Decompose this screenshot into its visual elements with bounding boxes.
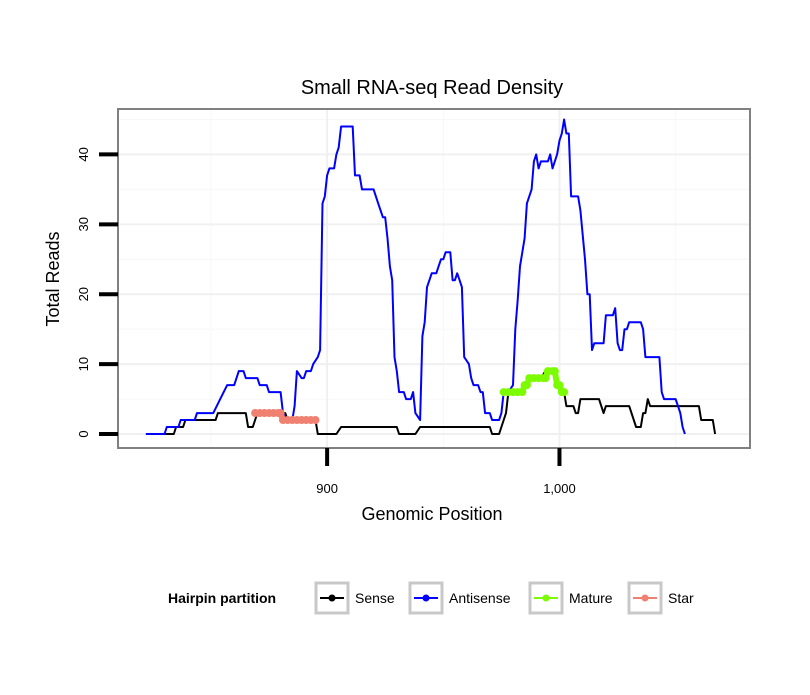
y-tick-label: 10 [76,357,91,371]
series-point-mature [550,367,559,376]
legend-key-point [328,594,336,602]
series-point-mature [560,388,569,397]
series-point-mature [522,381,531,390]
series-point-star [311,416,320,425]
y-tick-label: 20 [76,287,91,301]
legend-entry-label: Sense [355,590,395,606]
series-point-star [276,409,285,418]
plot-border [117,108,751,449]
x-tick-label: 1,000 [543,481,576,496]
legend-entry-label: Antisense [449,590,511,606]
legend: Hairpin partition Sense Antisense Mature St… [168,581,694,615]
y-axis-label: Total Reads [43,231,63,326]
legend-key-point [422,594,430,602]
y-tick-label: 30 [76,217,91,231]
grid-lines [118,109,750,448]
series-point-mature [518,388,527,397]
legend-entry-label: Mature [569,590,613,606]
plot-panel [118,109,750,448]
legend-title: Hairpin partition [168,590,276,606]
series-point-mature [555,381,564,390]
series-point-mature [541,374,550,383]
legend-key-point [542,594,550,602]
x-tick-label: 900 [316,481,338,496]
series-lines [145,118,717,435]
axes: 0 10 20 30 40 900 1,000 [76,147,576,496]
y-tick-label: 40 [76,147,91,161]
legend-key-point [641,594,649,602]
series-line-antisense [145,118,686,435]
y-tick-label: 0 [76,430,91,437]
legend-entry-label: Star [668,590,694,606]
series-line-sense [145,370,717,435]
chart-title: Small RNA-seq Read Density [301,77,563,99]
x-axis-label: Genomic Position [361,504,502,524]
